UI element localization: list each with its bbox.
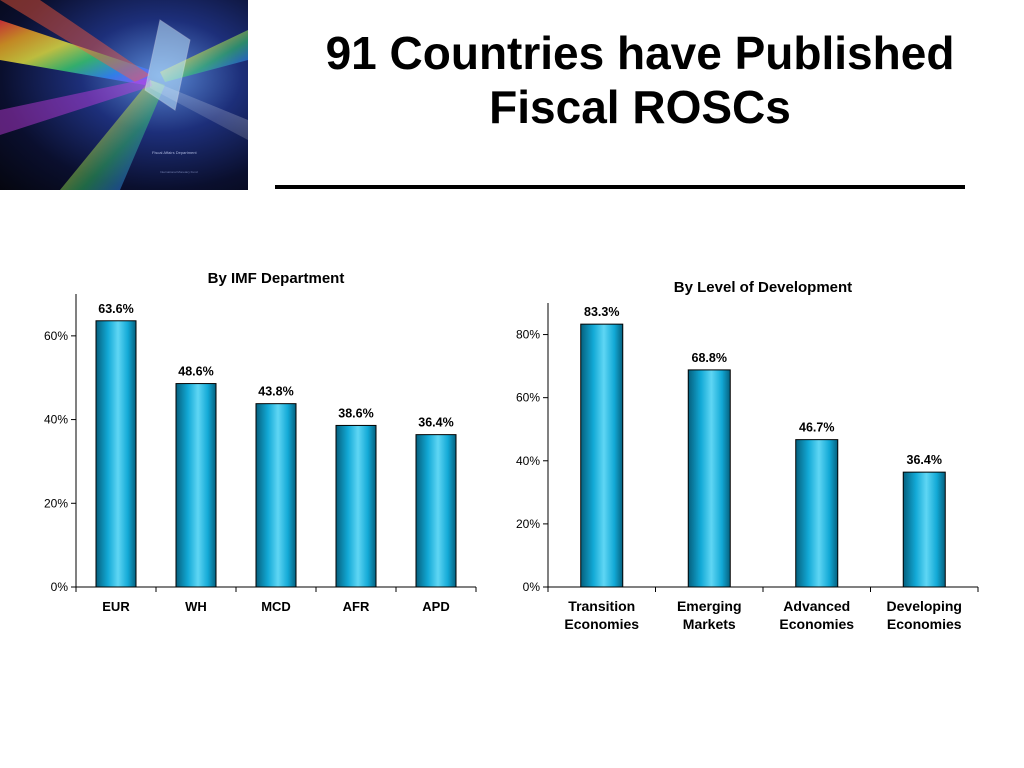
- bar: [902, 471, 946, 588]
- category-label-line: WH: [185, 599, 207, 614]
- category-label: WH: [185, 599, 207, 614]
- category-label-line: MCD: [261, 599, 291, 614]
- category-label: APD: [422, 599, 449, 614]
- title-underline: [275, 185, 965, 189]
- category-label-line: AFR: [343, 599, 370, 614]
- y-tick-label: 60%: [516, 391, 540, 405]
- bar: [687, 369, 731, 588]
- chart-title: By Level of Development: [674, 279, 852, 296]
- y-tick-label: 20%: [44, 496, 68, 510]
- category-label-line: APD: [422, 599, 449, 614]
- y-tick-label: 0%: [523, 580, 541, 594]
- category-label: AFR: [343, 599, 370, 614]
- slide-title: 91 Countries have Published Fiscal ROSCs: [325, 27, 955, 133]
- data-label: 83.3%: [584, 305, 619, 319]
- category-label: EUR: [102, 599, 130, 614]
- category-label-line: Economies: [564, 616, 639, 632]
- category-label: MCD: [261, 599, 291, 614]
- category-label-line: Developing: [887, 598, 962, 614]
- y-tick-label: 60%: [44, 329, 68, 343]
- category-label-line: Transition: [568, 598, 635, 614]
- y-tick-label: 0%: [51, 580, 69, 594]
- bar: [255, 403, 297, 588]
- logo-caption: Fiscal Affairs Department: [152, 150, 197, 155]
- category-label: Developing Economies: [887, 598, 962, 632]
- y-tick-label: 20%: [516, 517, 540, 531]
- fiscal-affairs-logo-image: Fiscal Affairs Department International …: [0, 0, 248, 190]
- bar: [795, 439, 839, 588]
- y-tick-label: 80%: [516, 328, 540, 342]
- bar: [175, 383, 217, 588]
- data-label: 38.6%: [338, 406, 373, 420]
- data-label: 43.8%: [258, 385, 293, 399]
- category-label-line: Markets: [683, 616, 736, 632]
- bar: [95, 320, 137, 588]
- bar: [415, 434, 457, 588]
- logo-subcaption: International Monetary Fund: [160, 170, 198, 174]
- bar: [335, 424, 377, 588]
- data-label: 68.8%: [692, 351, 727, 365]
- bar: [580, 323, 624, 588]
- data-label: 36.4%: [418, 416, 453, 430]
- category-label-line: Advanced: [783, 598, 850, 614]
- category-label-line: EUR: [102, 599, 130, 614]
- data-label: 36.4%: [907, 453, 942, 467]
- category-label-line: Economies: [887, 616, 962, 632]
- category-label-line: Economies: [779, 616, 854, 632]
- category-label: Transition Economies: [564, 598, 639, 632]
- prism-light-illustration: [0, 0, 248, 190]
- category-label: Advanced Economies: [779, 598, 854, 632]
- data-label: 48.6%: [178, 365, 213, 379]
- category-label: Emerging Markets: [677, 598, 742, 632]
- chart-title: By IMF Department: [208, 270, 345, 287]
- y-tick-label: 40%: [516, 454, 540, 468]
- category-label-line: Emerging: [677, 598, 742, 614]
- y-tick-label: 40%: [44, 413, 68, 427]
- data-label: 63.6%: [98, 302, 133, 316]
- data-label: 46.7%: [799, 421, 834, 435]
